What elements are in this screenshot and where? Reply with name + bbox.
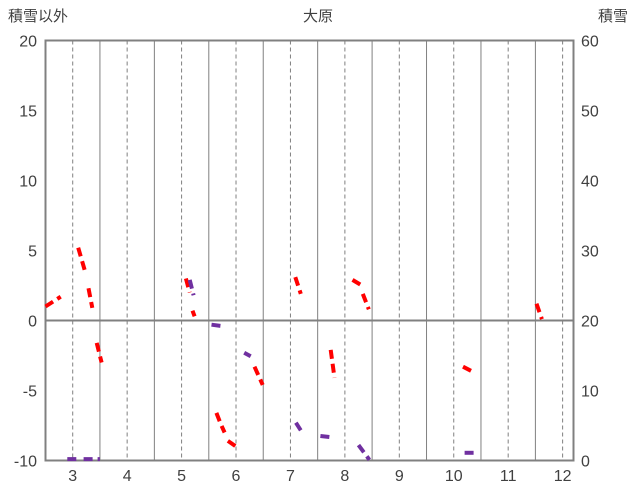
tick-label-x: 6 <box>232 468 241 485</box>
series-segment-non-snowfall <box>76 247 87 271</box>
tick-label-x: 3 <box>68 468 77 485</box>
chart-title: 大原 <box>302 8 334 25</box>
series-segment-non-snowfall <box>534 303 544 320</box>
series-segment-non-snowfall <box>214 412 227 434</box>
series-segment-non-snowfall <box>183 277 192 294</box>
series-segment-snowfall <box>187 279 196 296</box>
tick-label-x: 8 <box>340 468 349 485</box>
tick-label-x: 5 <box>177 468 186 485</box>
series-segment-non-snowfall <box>351 278 362 287</box>
plot-border <box>44 39 575 462</box>
tick-label-left: 20 <box>19 34 37 51</box>
tick-label-left: 5 <box>28 244 37 261</box>
series-segment-non-snowfall <box>226 439 238 449</box>
tick-label-right: 20 <box>581 314 599 331</box>
tick-label-right: 40 <box>581 174 599 191</box>
tick-label-right: 60 <box>581 34 599 51</box>
left-axis-title: 積雪以外 <box>8 8 69 25</box>
series-segment-snowfall <box>294 421 303 433</box>
series-segment-non-snowfall <box>462 364 473 373</box>
series-segment-non-snowfall <box>360 293 371 311</box>
series-segment-non-snowfall <box>86 287 95 309</box>
tick-label-x: 10 <box>445 468 463 485</box>
series-segment-snowfall <box>356 443 372 461</box>
tick-label-left: 10 <box>19 174 37 191</box>
tick-label-x: 4 <box>123 468 132 485</box>
series-segment-non-snowfall <box>328 349 337 379</box>
series-segment-non-snowfall <box>190 309 197 318</box>
tick-label-right: 50 <box>581 104 599 121</box>
tick-label-left: 0 <box>28 314 37 331</box>
tick-label-right: 0 <box>581 454 590 471</box>
tick-label-x: 9 <box>395 468 404 485</box>
tick-label-x: 11 <box>500 468 517 485</box>
series-segment-snowfall <box>320 434 334 440</box>
series-segment-non-snowfall <box>94 342 104 363</box>
right-axis-title: 積雪 <box>597 8 628 25</box>
tick-label-left: 15 <box>19 104 37 121</box>
series-segment-snowfall <box>211 322 223 329</box>
tick-label-right: 10 <box>581 384 599 401</box>
tick-label-left: -10 <box>14 454 37 471</box>
tick-label-x: 12 <box>554 468 572 485</box>
series-segment-non-snowfall <box>44 295 62 309</box>
tick-label-x: 7 <box>286 468 295 485</box>
series-segment-snowfall <box>243 350 252 358</box>
tick-label-left: -5 <box>23 384 37 401</box>
tick-label-right: 30 <box>581 244 599 261</box>
series-segment-non-snowfall <box>252 365 265 386</box>
series-segment-non-snowfall <box>293 276 303 295</box>
